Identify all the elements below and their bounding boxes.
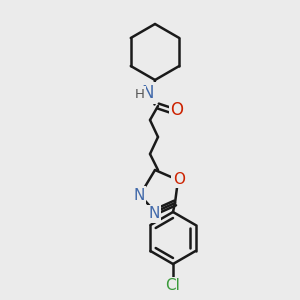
Text: O: O — [170, 101, 184, 119]
Text: H: H — [135, 88, 145, 100]
Text: N: N — [142, 84, 154, 102]
Text: O: O — [173, 172, 185, 187]
Text: Cl: Cl — [166, 278, 180, 293]
Text: N: N — [133, 188, 145, 202]
Text: N: N — [148, 206, 160, 221]
